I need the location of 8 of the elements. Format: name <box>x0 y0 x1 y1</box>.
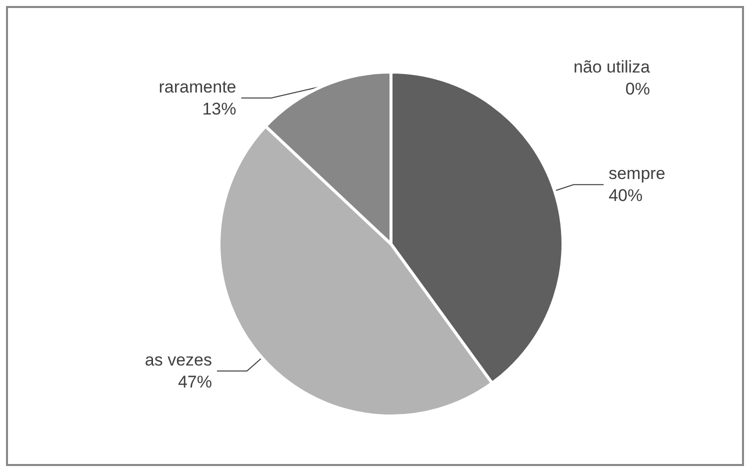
slice-label: sempre <box>608 164 666 184</box>
slice-label: raramente <box>158 78 236 96</box>
data-label: 40% <box>608 186 643 206</box>
category-label: não utiliza <box>573 58 650 76</box>
data-label: 13% <box>202 100 236 118</box>
data-label: 47% <box>178 372 212 392</box>
text: 0% <box>625 80 650 98</box>
slice-label: as vezes <box>144 350 212 370</box>
